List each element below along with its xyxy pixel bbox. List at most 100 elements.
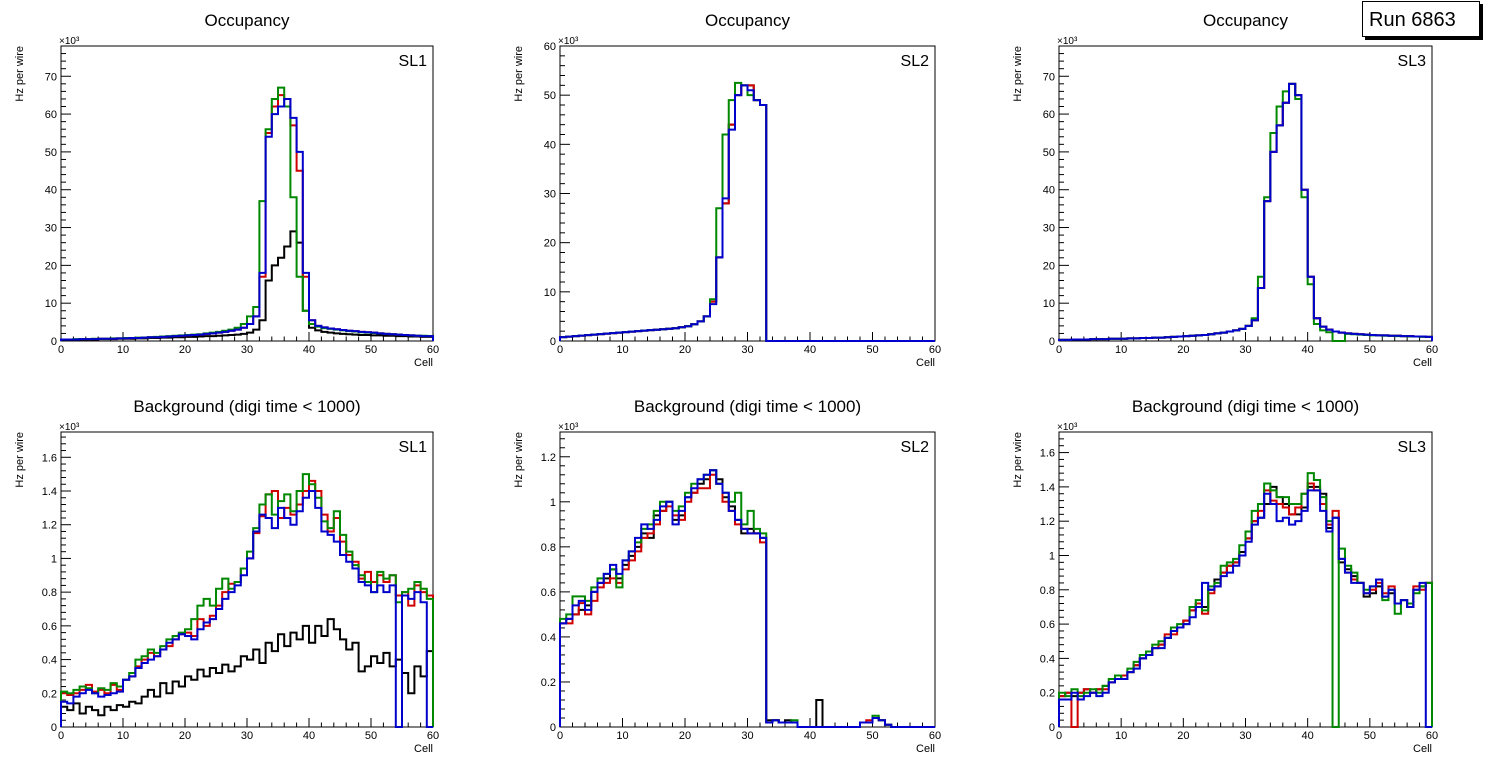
x-tick-label: 20 [179, 730, 191, 742]
y-axis-exponent: ×10³ [558, 36, 579, 47]
x-tick-label: 30 [241, 344, 253, 356]
y-tick-label: 30 [544, 189, 556, 201]
x-axis-label: Cell [414, 743, 433, 755]
y-tick-label: 0.4 [541, 632, 556, 644]
y-tick-label: 0 [1049, 336, 1055, 348]
x-axis-label: Cell [916, 743, 935, 755]
y-tick-label: 50 [544, 90, 556, 102]
series-blue-histogram [559, 84, 935, 342]
x-tick-label: 30 [241, 730, 253, 742]
x-tick-label: 10 [616, 344, 628, 356]
x-tick-label: 0 [1056, 730, 1062, 742]
x-tick-label: 30 [1239, 344, 1251, 356]
y-tick-label: 0 [550, 336, 556, 348]
y-tick-label: 1.2 [1040, 516, 1055, 528]
series-green-histogram [60, 86, 434, 341]
x-tick-label: 50 [365, 344, 377, 356]
y-tick-label: 0.6 [1040, 619, 1055, 631]
y-tick-label: 1.2 [42, 520, 57, 532]
y-tick-label: 1 [1049, 550, 1055, 562]
y-tick-label: 10 [45, 298, 57, 310]
chart-title: Occupancy [1203, 11, 1289, 30]
x-tick-label: 40 [804, 730, 816, 742]
chart-panel-4: Background (digi time < 1000) SL1 ×10³ Cell… [14, 397, 439, 755]
run-label: Run 6863 [1369, 9, 1456, 31]
x-tick-label: 10 [616, 730, 628, 742]
y-tick-label: 50 [1043, 147, 1055, 159]
y-tick-label: 10 [1043, 298, 1055, 310]
y-tick-label: 0.2 [541, 677, 556, 689]
chart-title: Occupancy [705, 11, 791, 30]
y-axis-label: Hz per wire [1012, 46, 1024, 102]
y-tick-label: 70 [1043, 71, 1055, 83]
series-black-histogram [1058, 485, 1433, 727]
y-tick-label: 0.6 [541, 587, 556, 599]
x-tick-label: 20 [679, 730, 691, 742]
y-tick-label: 1.6 [42, 452, 57, 464]
run-label-box: Run 6863 [1362, 1, 1480, 37]
y-tick-label: 30 [1043, 223, 1055, 235]
chart-panel-6: Background (digi time < 1000) SL3 ×10³ Cell… [1012, 397, 1438, 755]
x-tick-label: 30 [741, 730, 753, 742]
y-tick-label: 40 [544, 139, 556, 151]
series-red-histogram [1058, 82, 1433, 341]
y-axis-exponent: ×10³ [59, 422, 80, 433]
y-tick-label: 0.4 [42, 655, 57, 667]
series-green-histogram [1058, 82, 1433, 342]
x-axis-label: Cell [414, 357, 433, 369]
y-tick-label: 0 [1049, 722, 1055, 734]
panel-label: SL1 [399, 53, 428, 70]
series-blue-histogram [1058, 82, 1433, 341]
y-tick-label: 50 [45, 147, 57, 159]
series-green-histogram [559, 469, 935, 728]
y-tick-label: 0.8 [541, 542, 556, 554]
y-tick-label: 60 [1043, 109, 1055, 121]
series-blue-histogram [559, 469, 935, 728]
panel-label: SL3 [1398, 53, 1427, 70]
x-axis-label: Cell [916, 357, 935, 369]
x-tick-label: 50 [866, 730, 878, 742]
x-tick-label: 30 [741, 344, 753, 356]
x-tick-label: 60 [929, 344, 941, 356]
y-tick-label: 60 [45, 109, 57, 121]
series-black-histogram [559, 84, 935, 342]
x-tick-label: 0 [557, 730, 563, 742]
y-tick-label: 0 [51, 722, 57, 734]
series-blue-histogram [60, 490, 433, 728]
x-tick-label: 60 [929, 730, 941, 742]
y-tick-label: 40 [1043, 185, 1055, 197]
y-tick-label: 0.2 [42, 688, 57, 700]
series-blue-histogram [1058, 489, 1432, 728]
y-tick-label: 1.4 [42, 486, 57, 498]
y-axis-label: Hz per wire [14, 46, 26, 102]
x-tick-label: 10 [1115, 730, 1127, 742]
x-tick-label: 40 [303, 730, 315, 742]
y-tick-label: 20 [1043, 260, 1055, 272]
series-red-histogram [1058, 482, 1433, 728]
x-tick-label: 30 [1239, 730, 1251, 742]
x-axis-label: Cell [1413, 357, 1432, 369]
x-axis-label: Cell [1413, 743, 1432, 755]
y-tick-label: 20 [544, 238, 556, 250]
y-tick-label: 0.2 [1040, 688, 1055, 700]
y-axis-exponent: ×10³ [558, 422, 579, 433]
panel-label: SL3 [1398, 439, 1427, 456]
y-axis-label: Hz per wire [513, 46, 525, 102]
y-tick-label: 1.4 [1040, 482, 1055, 494]
x-tick-label: 10 [117, 730, 129, 742]
series-red-histogram [559, 84, 935, 342]
y-axis-label: Hz per wire [14, 432, 26, 488]
plot-frame [1058, 45, 1433, 342]
x-tick-label: 20 [679, 344, 691, 356]
series-blue-histogram [60, 97, 434, 341]
x-tick-label: 40 [1302, 730, 1314, 742]
x-tick-label: 0 [58, 730, 64, 742]
x-tick-label: 50 [866, 344, 878, 356]
series-green-histogram [559, 81, 935, 342]
chart-panel-5: Background (digi time < 1000) SL2 ×10³ Cell… [513, 397, 941, 755]
x-tick-label: 60 [427, 344, 439, 356]
y-tick-label: 0.4 [1040, 653, 1055, 665]
x-tick-label: 0 [1056, 344, 1062, 356]
y-axis-exponent: ×10³ [1057, 422, 1078, 433]
